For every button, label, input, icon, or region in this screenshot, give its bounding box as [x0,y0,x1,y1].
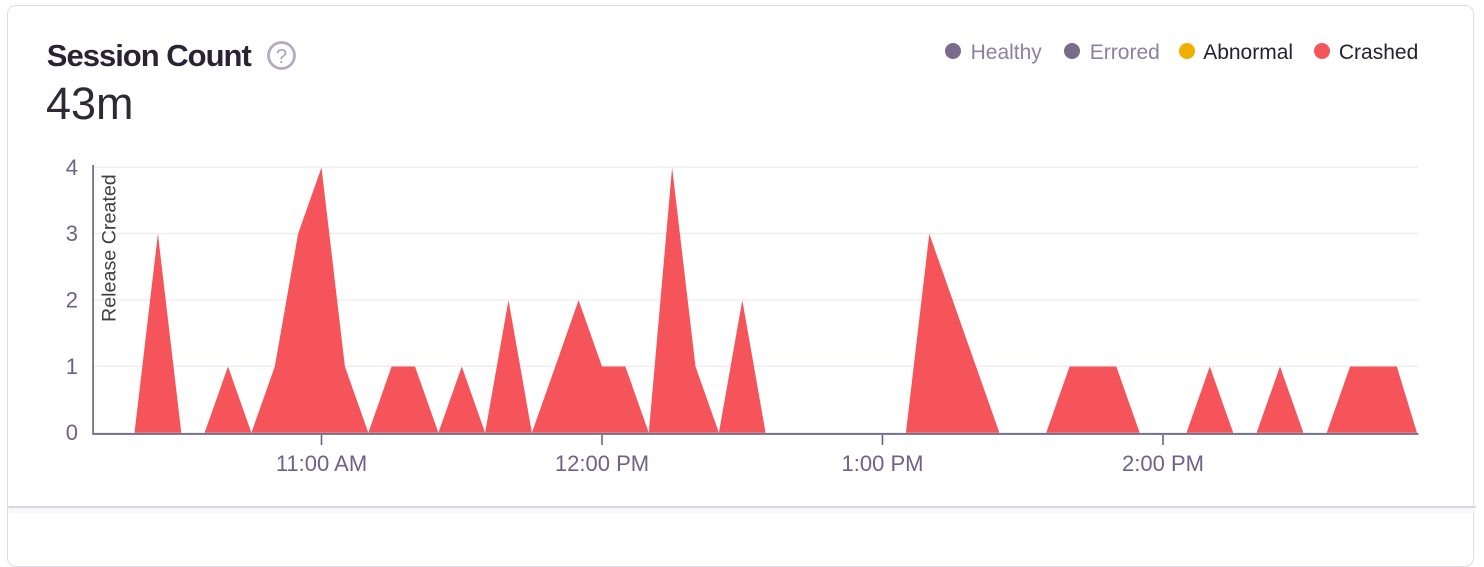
svg-text:1:00 PM: 1:00 PM [842,451,924,476]
svg-text:2:00 PM: 2:00 PM [1122,451,1204,476]
svg-text:?: ? [276,46,287,68]
svg-text:11:00 AM: 11:00 AM [276,451,367,476]
svg-text:0: 0 [66,420,78,445]
svg-text:4: 4 [66,155,78,180]
svg-text:1: 1 [66,354,78,379]
svg-text:Release Created: Release Created [99,174,121,322]
svg-text:2: 2 [66,288,78,313]
svg-text:3: 3 [66,221,78,246]
svg-text:12:00 PM: 12:00 PM [555,451,649,476]
